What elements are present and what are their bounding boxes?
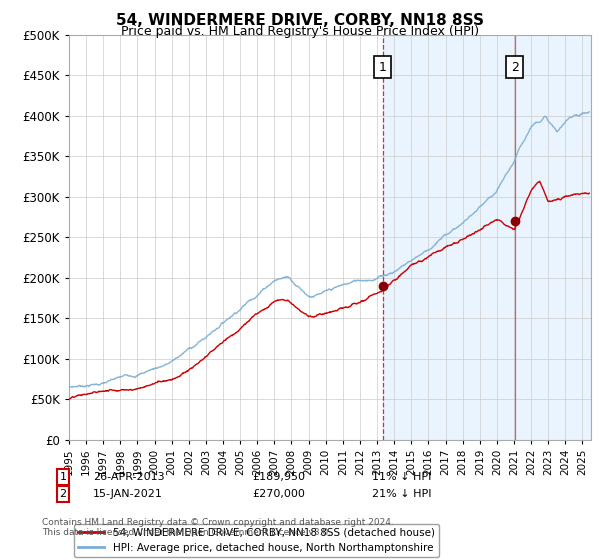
Text: £270,000: £270,000 [252,489,305,499]
Text: Price paid vs. HM Land Registry's House Price Index (HPI): Price paid vs. HM Land Registry's House … [121,25,479,38]
Text: 26-APR-2013: 26-APR-2013 [93,472,164,482]
Text: 15-JAN-2021: 15-JAN-2021 [93,489,163,499]
Text: 2: 2 [59,489,67,499]
Bar [383,35,591,440]
Text: 1: 1 [59,472,67,482]
Text: £189,950: £189,950 [252,472,305,482]
Text: 54, WINDERMERE DRIVE, CORBY, NN18 8SS: 54, WINDERMERE DRIVE, CORBY, NN18 8SS [116,13,484,28]
Text: 2: 2 [511,60,518,73]
Legend: 54, WINDERMERE DRIVE, CORBY, NN18 8SS (detached house), HPI: Average price, deta: 54, WINDERMERE DRIVE, CORBY, NN18 8SS (d… [74,524,439,557]
Text: 1: 1 [379,60,386,73]
Text: Contains HM Land Registry data © Crown copyright and database right 2024.
This d: Contains HM Land Registry data © Crown c… [42,518,394,538]
Text: 11% ↓ HPI: 11% ↓ HPI [372,472,431,482]
Text: 21% ↓ HPI: 21% ↓ HPI [372,489,431,499]
